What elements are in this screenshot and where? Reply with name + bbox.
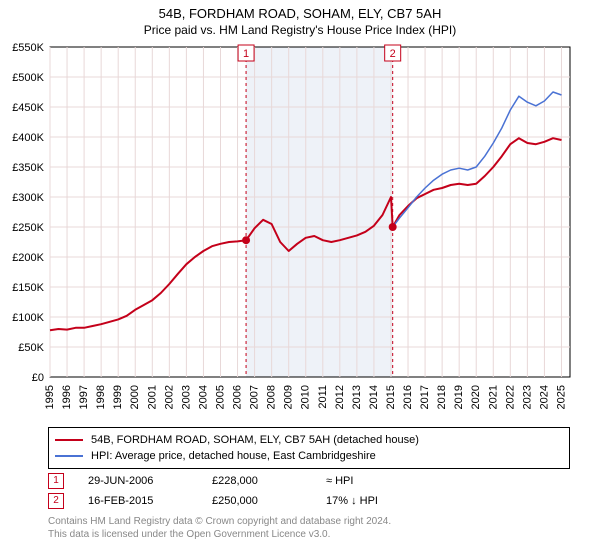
legend-swatch <box>55 439 83 441</box>
svg-text:2009: 2009 <box>283 385 295 409</box>
marker-row: 1 29-JUN-2006 £228,000 ≈ HPI <box>48 473 570 489</box>
legend-label: 54B, FORDHAM ROAD, SOHAM, ELY, CB7 5AH (… <box>91 432 419 448</box>
svg-text:2002: 2002 <box>163 385 175 409</box>
svg-text:£250K: £250K <box>12 222 44 234</box>
svg-text:2020: 2020 <box>470 385 482 409</box>
svg-text:£400K: £400K <box>12 132 44 144</box>
svg-text:2006: 2006 <box>232 385 244 409</box>
svg-text:2021: 2021 <box>487 385 499 409</box>
svg-text:2014: 2014 <box>368 385 380 409</box>
svg-text:2005: 2005 <box>214 385 226 409</box>
legend-row: 54B, FORDHAM ROAD, SOHAM, ELY, CB7 5AH (… <box>55 432 563 448</box>
svg-text:2017: 2017 <box>419 385 431 409</box>
marker-date: 16-FEB-2015 <box>88 495 188 507</box>
svg-text:2016: 2016 <box>402 385 414 409</box>
svg-text:2015: 2015 <box>385 385 397 409</box>
svg-text:2004: 2004 <box>197 385 209 409</box>
chart-plot-area: £0 £50K £100K £150K £200K £250K £300K £350K £400… <box>0 41 600 421</box>
chart-title: 54B, FORDHAM ROAD, SOHAM, ELY, CB7 5AH <box>0 0 600 21</box>
svg-text:1: 1 <box>243 48 249 60</box>
legend-row: HPI: Average price, detached house, East… <box>55 448 563 464</box>
marker-price: £228,000 <box>212 475 302 487</box>
svg-text:£100K: £100K <box>12 312 44 324</box>
marker-table: 1 29-JUN-2006 £228,000 ≈ HPI 2 16-FEB-2015 £25… <box>48 473 570 509</box>
svg-text:2012: 2012 <box>334 385 346 409</box>
svg-text:2: 2 <box>390 48 396 60</box>
svg-text:2011: 2011 <box>317 385 329 409</box>
svg-text:£50K: £50K <box>18 342 44 354</box>
svg-text:2001: 2001 <box>146 385 158 409</box>
legend-swatch <box>55 455 83 457</box>
svg-text:2013: 2013 <box>351 385 363 409</box>
legend-box: 54B, FORDHAM ROAD, SOHAM, ELY, CB7 5AH (… <box>48 427 570 469</box>
svg-text:2010: 2010 <box>300 385 312 409</box>
svg-text:£300K: £300K <box>12 192 44 204</box>
svg-text:1997: 1997 <box>78 385 90 409</box>
svg-text:£150K: £150K <box>12 282 44 294</box>
chart-container: { "title": "54B, FORDHAM ROAD, SOHAM, EL… <box>0 0 600 541</box>
svg-text:2022: 2022 <box>504 385 516 409</box>
svg-text:2019: 2019 <box>453 385 465 409</box>
svg-text:£450K: £450K <box>12 102 44 114</box>
marker-row: 2 16-FEB-2015 £250,000 17% ↓ HPI <box>48 493 570 509</box>
footer-attribution: Contains HM Land Registry data © Crown c… <box>48 515 570 541</box>
marker-delta: 17% ↓ HPI <box>326 495 378 507</box>
marker-badge: 2 <box>48 493 64 509</box>
svg-text:1996: 1996 <box>61 385 73 409</box>
chart-svg: £0 £50K £100K £150K £200K £250K £300K £350K £400… <box>0 41 600 421</box>
chart-subtitle: Price paid vs. HM Land Registry's House … <box>0 21 600 41</box>
svg-text:1998: 1998 <box>95 385 107 409</box>
legend-label: HPI: Average price, detached house, East… <box>91 448 376 464</box>
svg-text:1999: 1999 <box>112 385 124 409</box>
footer-line-1: Contains HM Land Registry data © Crown c… <box>48 515 570 528</box>
footer-line-2: This data is licensed under the Open Gov… <box>48 528 570 541</box>
svg-text:2025: 2025 <box>555 385 567 409</box>
svg-text:1995: 1995 <box>44 385 56 409</box>
svg-text:2023: 2023 <box>521 385 533 409</box>
svg-text:£500K: £500K <box>12 72 44 84</box>
svg-text:£550K: £550K <box>12 42 44 54</box>
svg-text:2008: 2008 <box>266 385 278 409</box>
svg-text:2018: 2018 <box>436 385 448 409</box>
svg-text:£0: £0 <box>32 372 44 384</box>
svg-text:£350K: £350K <box>12 162 44 174</box>
marker-badge: 1 <box>48 473 64 489</box>
svg-text:2007: 2007 <box>249 385 261 409</box>
marker-price: £250,000 <box>212 495 302 507</box>
svg-text:2024: 2024 <box>538 385 550 409</box>
svg-text:2003: 2003 <box>180 385 192 409</box>
svg-text:£200K: £200K <box>12 252 44 264</box>
marker-delta: ≈ HPI <box>326 475 353 487</box>
marker-date: 29-JUN-2006 <box>88 475 188 487</box>
svg-text:2000: 2000 <box>129 385 141 409</box>
